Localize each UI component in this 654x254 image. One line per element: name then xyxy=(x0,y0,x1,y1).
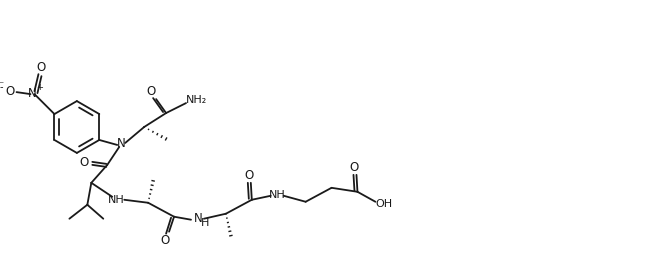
Text: N: N xyxy=(194,212,202,225)
Text: -: - xyxy=(0,82,3,92)
Text: NH: NH xyxy=(108,195,125,205)
Text: O: O xyxy=(244,169,254,182)
Text: OH: OH xyxy=(376,199,393,209)
Text: N: N xyxy=(28,87,37,100)
Text: O: O xyxy=(350,161,359,174)
Text: N: N xyxy=(117,137,126,150)
Text: O: O xyxy=(80,156,89,169)
Text: O: O xyxy=(160,234,170,247)
Text: ⁻: ⁻ xyxy=(0,80,3,90)
Text: +: + xyxy=(36,83,43,92)
Text: H: H xyxy=(201,218,209,228)
Text: O: O xyxy=(37,61,46,74)
Text: NH: NH xyxy=(269,190,286,200)
Text: NH₂: NH₂ xyxy=(186,95,207,105)
Text: O: O xyxy=(146,85,156,98)
Text: O: O xyxy=(5,85,14,98)
